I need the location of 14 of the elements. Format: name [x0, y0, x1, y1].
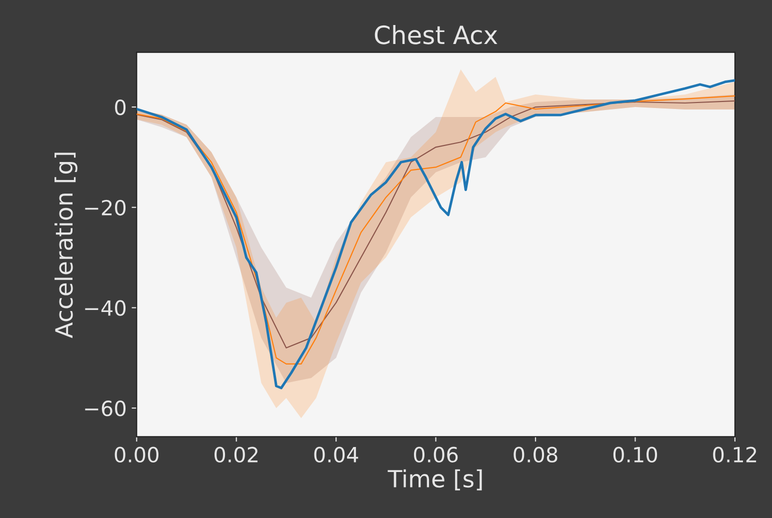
y-tick-label: 0	[115, 99, 126, 116]
chart-title: Chest Acx	[374, 24, 498, 44]
x-tick-label: 0.06	[414, 446, 458, 463]
x-tick-label: 0.04	[314, 446, 358, 463]
x-tick-label: 0.12	[713, 446, 756, 463]
x-axis-title: Time [s]	[388, 469, 482, 490]
y-tick-label: −40	[85, 300, 126, 316]
x-tick-label: 0.08	[514, 446, 558, 463]
y-tick-label: −20	[85, 200, 126, 216]
x-tick-label: 0.10	[613, 446, 658, 463]
x-tick-label: 0.02	[214, 446, 258, 463]
y-tick-label: −60	[85, 400, 126, 416]
y-axis-title: Acceleration [g]	[54, 152, 78, 338]
x-tick-label: 0.00	[114, 446, 158, 463]
